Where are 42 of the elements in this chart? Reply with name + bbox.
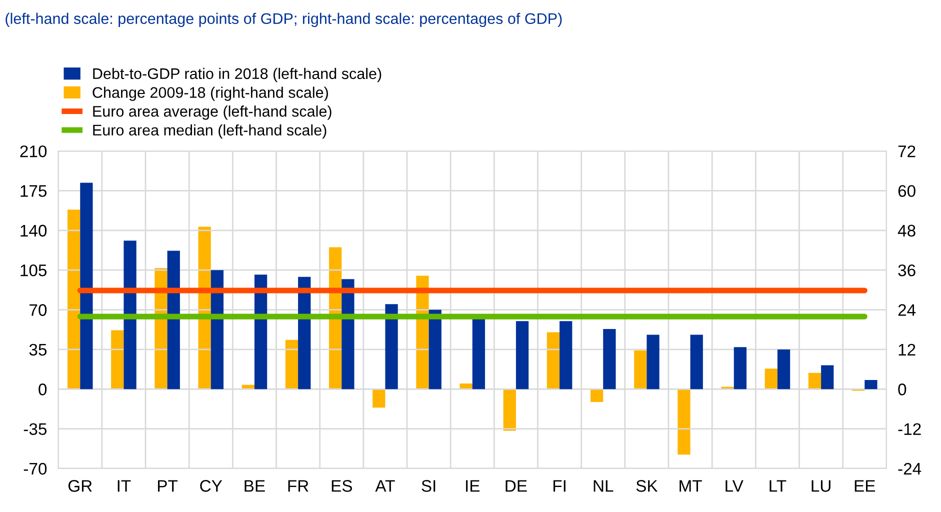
legend-label: Change 2009-18 (right-hand scale)	[92, 86, 328, 101]
x-tick-label: AT	[375, 480, 395, 492]
y2-tick-label: 48	[898, 224, 916, 237]
y2-tick-label: 60	[898, 185, 916, 197]
x-tick-label: SK	[636, 480, 658, 492]
y-tick-label: 0	[38, 384, 47, 396]
y-tick-label: 35	[29, 344, 47, 356]
x-tick-label: CY	[200, 480, 222, 492]
x-tick-label: PT	[158, 480, 178, 492]
y-tick-label: 140	[20, 224, 47, 237]
x-tick-label: LV	[726, 480, 744, 492]
x-tick-label: LT	[770, 480, 786, 492]
y-tick-label: -70	[24, 462, 47, 475]
chart-title: (left-hand scale: percentage points of GDP; right-hand scale: percentages of GDP)	[6, 12, 562, 28]
y2-tick-label: 12	[898, 344, 916, 356]
x-tick-label: ES	[332, 480, 352, 492]
x-tick-label: NL	[594, 480, 614, 492]
y2-tick-label: 0	[898, 384, 906, 396]
x-tick-label: SI	[422, 480, 436, 492]
x-tick-label: DE	[506, 480, 527, 492]
y-tick-label: 70	[30, 304, 47, 316]
y2-tick-label: 72	[898, 145, 916, 158]
y2-tick-label: -24	[898, 462, 922, 475]
x-tick-label: FR	[288, 480, 308, 492]
y-tick-label: 105	[20, 264, 47, 276]
x-tick-label: IE	[466, 480, 480, 492]
y2-tick-label: -12	[898, 423, 921, 435]
legend-label: Euro area median (left-hand scale)	[93, 124, 326, 139]
x-tick-label: MT	[680, 480, 702, 492]
y2-tick-label: 24	[898, 304, 916, 316]
x-tick-label: EE	[854, 480, 876, 492]
x-tick-label: BE	[244, 480, 265, 492]
legend-label: Debt-to-GDP ratio in 2018 (left-hand scale)	[93, 68, 382, 82]
y2-tick-label: 36	[898, 264, 916, 276]
y-tick-label: 175	[20, 185, 47, 197]
x-tick-label: IT	[118, 480, 131, 492]
x-tick-label: LU	[812, 480, 830, 492]
x-tick-label: FI	[554, 480, 566, 492]
y-tick-label: -35	[24, 423, 47, 436]
y-tick-label: 210	[20, 145, 47, 158]
legend-label: Euro area average (left-hand scale)	[93, 106, 332, 120]
x-tick-label: GR	[68, 480, 92, 492]
